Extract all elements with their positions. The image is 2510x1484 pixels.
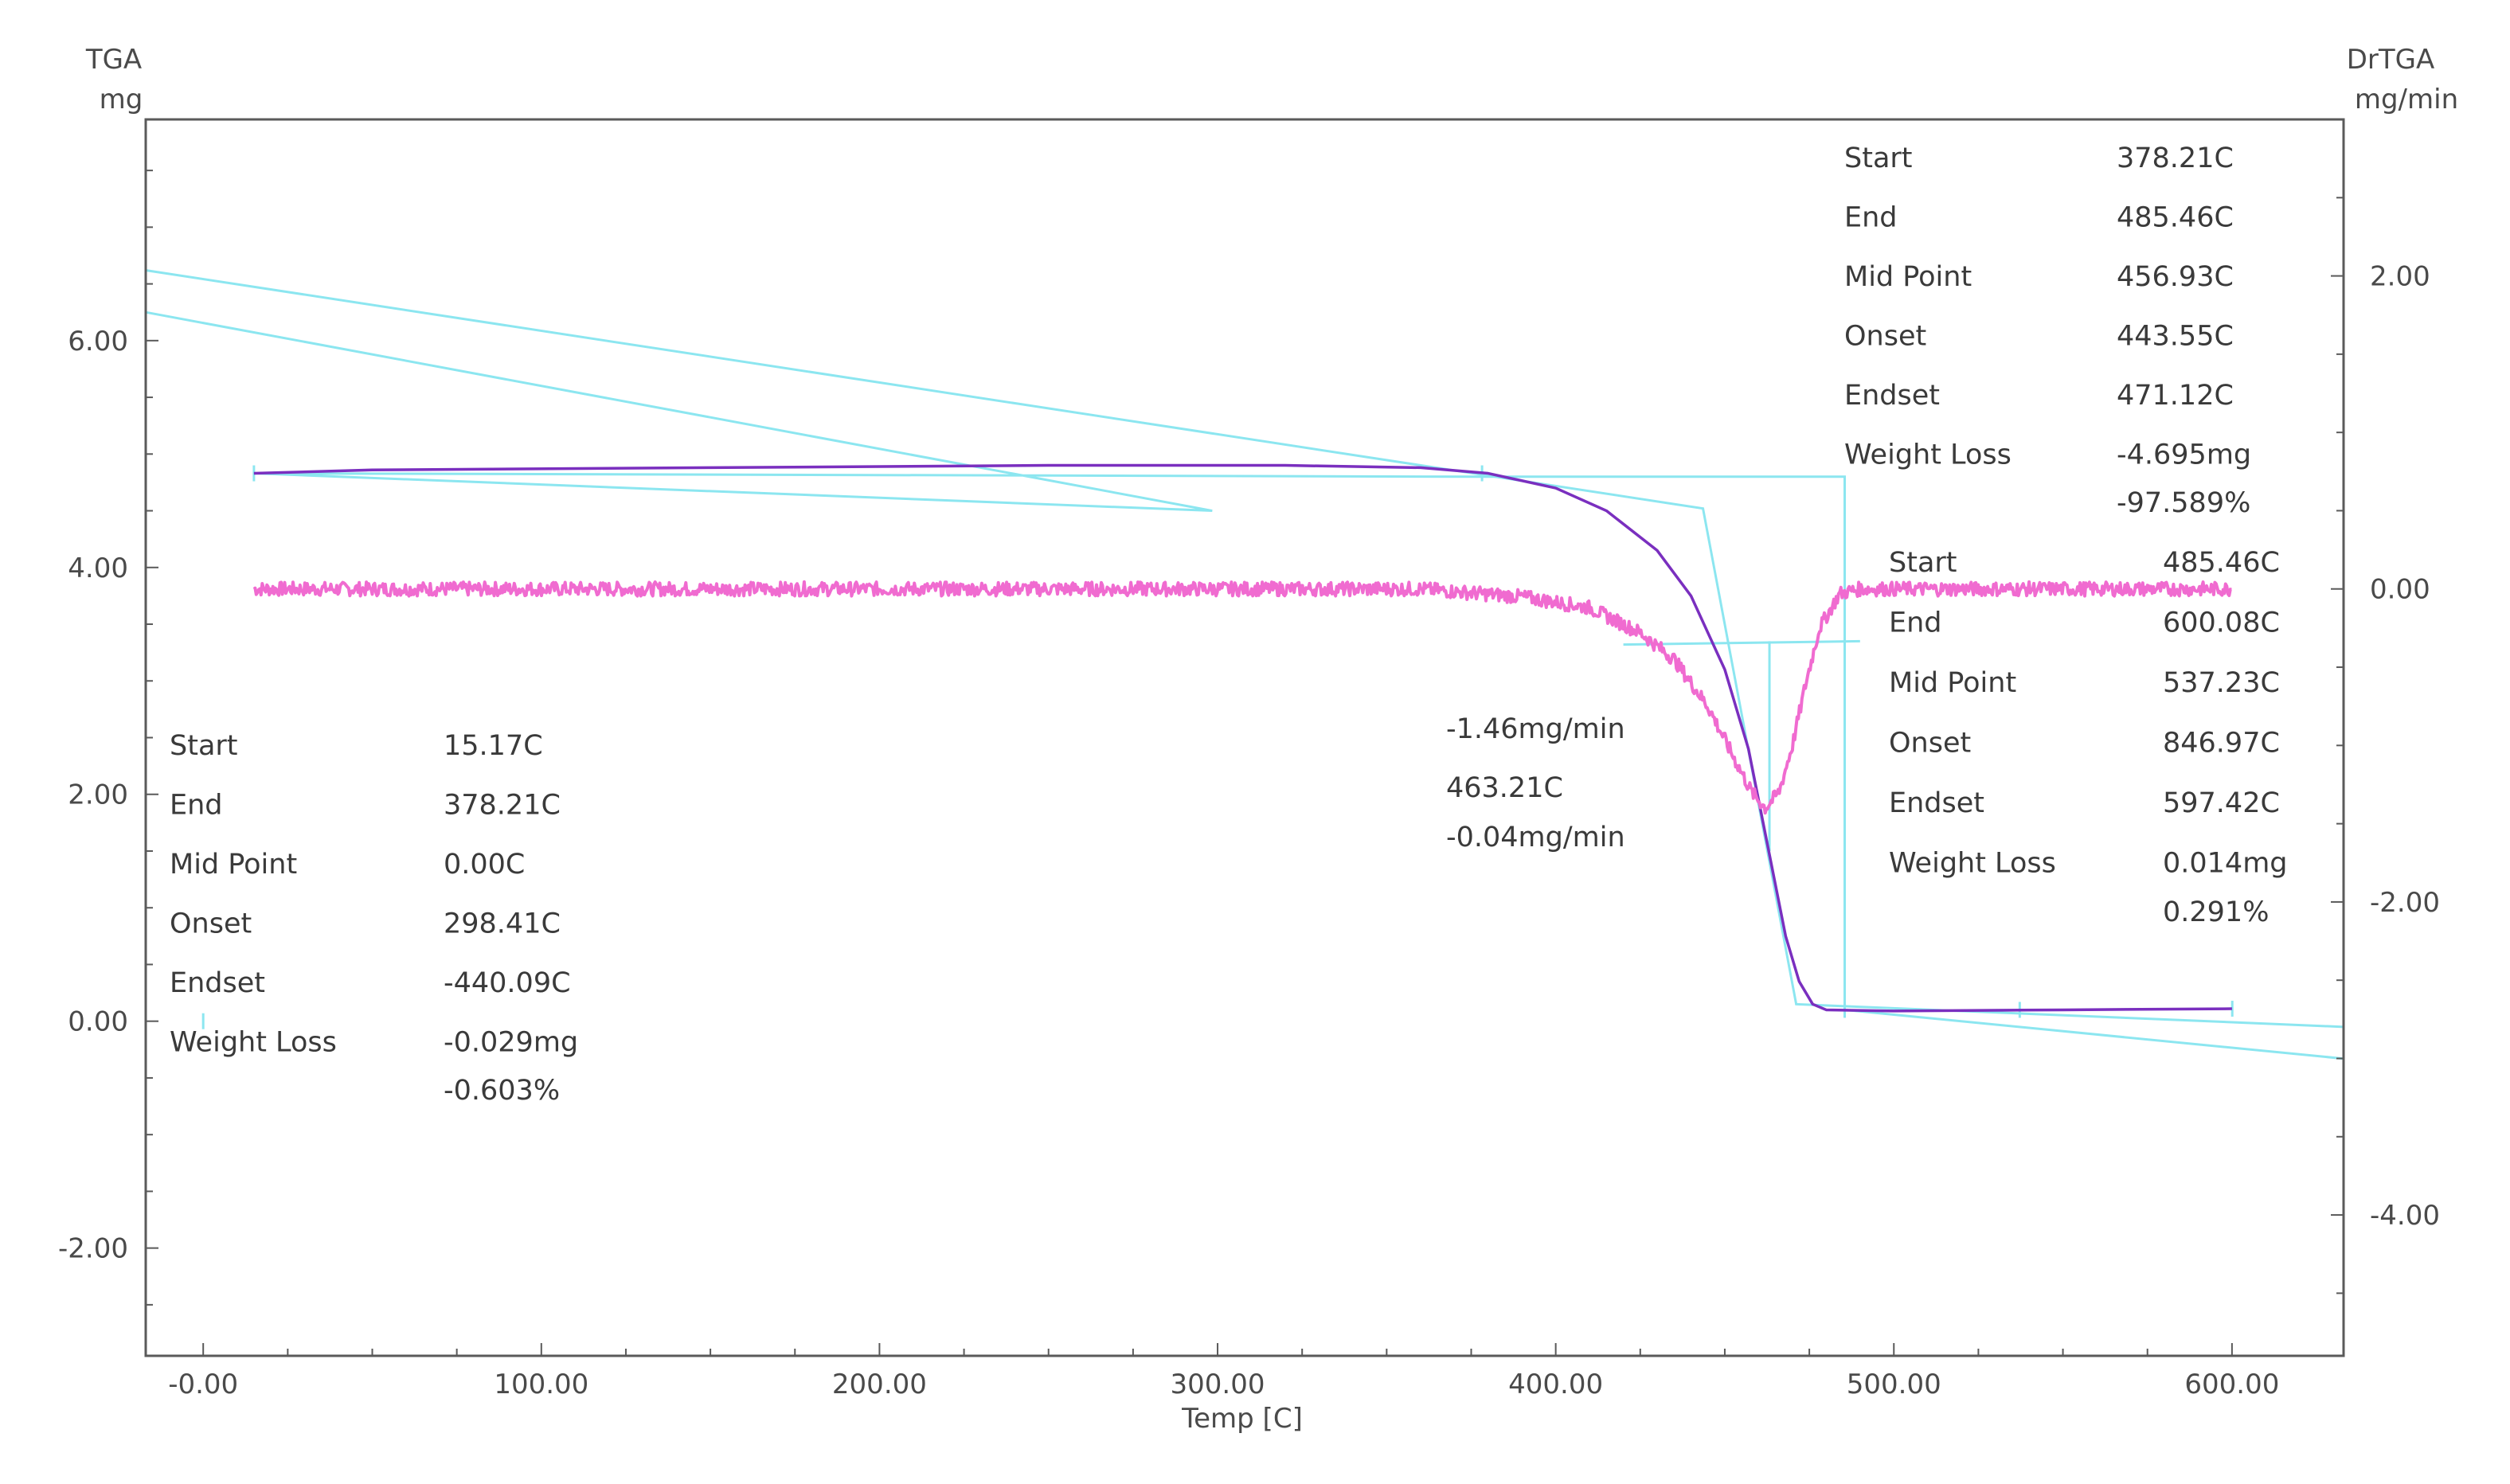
x-tick-label: 600.00 [2184, 1369, 2279, 1400]
x-tick-label: 500.00 [1847, 1369, 1941, 1400]
y-left-title: TGA [85, 44, 142, 76]
annotation-value: 378.21C [2117, 143, 2234, 174]
annotation-label: Mid Point [170, 849, 297, 881]
series-layer [252, 463, 2232, 1013]
peak-annotation-value: -0.04mg/min [1446, 822, 1625, 853]
annotation-value: -0.603% [444, 1075, 560, 1107]
annotation-value: 298.41C [444, 908, 561, 940]
annotation-value: 600.08C [2163, 607, 2280, 639]
annotation-label: End [170, 790, 223, 822]
annotation-label: Weight Loss [170, 1027, 337, 1059]
annotation-label: Onset [1889, 728, 1971, 760]
y-right-tick-label: 2.00 [2370, 261, 2430, 293]
y-left-unit: mg [100, 84, 143, 115]
annotation-label: Weight Loss [1889, 848, 2056, 880]
annotation-label: Onset [1844, 321, 1926, 353]
peak-annotation-value: -1.46mg/min [1446, 713, 1625, 745]
annotation-value: 471.12C [2117, 380, 2234, 412]
y-right-unit: mg/min [2355, 84, 2458, 115]
annotation-label: Mid Point [1889, 667, 2016, 699]
annotation-label: End [1889, 607, 1942, 639]
y-right-tick-label: -4.00 [2370, 1200, 2440, 1232]
annotation-label: Mid Point [1844, 261, 1972, 293]
annotation-value: 485.46C [2117, 202, 2234, 234]
annotation-value: 597.42C [2163, 787, 2280, 819]
annotation-value: 378.21C [444, 790, 561, 822]
annotation-label: Onset [170, 908, 252, 940]
y-left-tick-label: -2.00 [58, 1233, 128, 1265]
annotation-value: 485.46C [2163, 547, 2280, 579]
annotation-label: End [1844, 202, 1898, 234]
construction-lines [145, 269, 2344, 1060]
y-left-tick-label: 6.00 [68, 326, 128, 357]
x-tick-label: -0.00 [168, 1369, 238, 1400]
annotation-value: -440.09C [444, 967, 571, 999]
annotation-label: Endset [170, 967, 265, 999]
annotation-label: Start [1844, 143, 1913, 174]
x-tick-label: 100.00 [494, 1369, 588, 1400]
annotation-label: Start [170, 730, 238, 762]
x-tick-label: 200.00 [832, 1369, 927, 1400]
y-left-tick-label: 2.00 [68, 779, 128, 811]
annotation-label: Endset [1889, 787, 1984, 819]
annotation-value: -97.589% [2117, 487, 2250, 519]
annotation-value: 0.00C [444, 849, 525, 881]
drtga-series-line [252, 580, 2232, 815]
peak-annotation-value: 463.21C [1446, 772, 1563, 804]
annotation-value: -4.695mg [2117, 439, 2251, 471]
annotation-label: Endset [1844, 380, 1940, 412]
y-right-tick-label: -2.00 [2370, 887, 2440, 919]
axes: -0.00 100.00 200.00 300.00 400.00 500.00 600.0… [58, 44, 2458, 1435]
annotation-value: 537.23C [2163, 667, 2280, 699]
y-right-title: DrTGA [2347, 44, 2435, 76]
y-left-tick-label: 4.00 [68, 553, 128, 584]
annotation-label: Start [1889, 547, 1957, 579]
x-tick-label: 400.00 [1508, 1369, 1603, 1400]
annotation-value: -0.029mg [444, 1027, 578, 1059]
y-left-tick-label: 0.00 [68, 1006, 128, 1038]
annotation-value: 15.17C [444, 730, 543, 762]
x-axis-title: Temp [C] [1181, 1403, 1303, 1435]
annotation-label: Weight Loss [1844, 439, 2012, 471]
y-right-tick-label: 0.00 [2370, 574, 2430, 606]
tga-series-line [253, 463, 2232, 1013]
annotations: Start 378.21C End 485.46C Mid Point 456.93C On… [170, 143, 2288, 1107]
annotation-value: 846.97C [2163, 728, 2280, 760]
annotation-value: 443.55C [2117, 321, 2234, 353]
annotation-value: 456.93C [2117, 261, 2234, 293]
annotation-value: 0.291% [2163, 896, 2269, 928]
annotation-value: 0.014mg [2163, 848, 2288, 880]
x-tick-label: 300.00 [1171, 1369, 1265, 1400]
